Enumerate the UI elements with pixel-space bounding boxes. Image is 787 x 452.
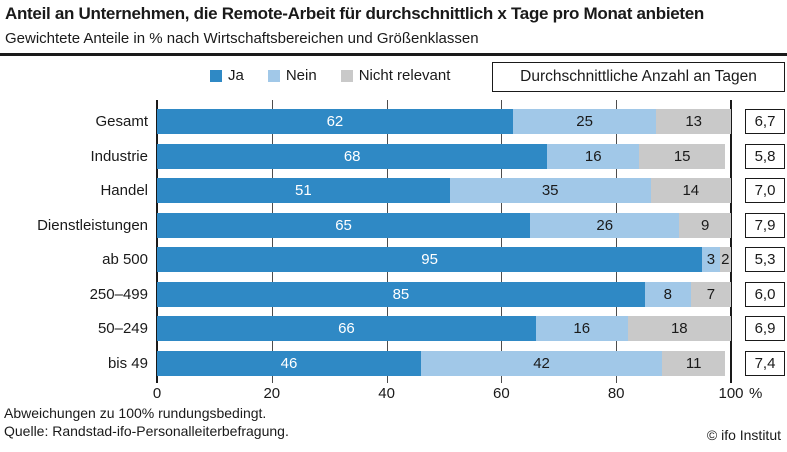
bar-row-gesamt: 62 25 13 — [157, 109, 731, 134]
gridline-100 — [730, 100, 732, 383]
legend: Ja Nein Nicht relevant — [210, 67, 450, 84]
gridline-60 — [501, 100, 503, 383]
bar-segment-nicht-relevant: 7 — [690, 281, 731, 307]
avg-days-box: 6,7 — [745, 109, 785, 134]
gridline-40 — [386, 100, 388, 383]
category-label: bis 49 — [107, 354, 148, 372]
avg-days-box: 7,9 — [745, 212, 785, 238]
legend-label: Ja — [228, 67, 244, 84]
bar-row-ab-500: 95 3 2 — [157, 247, 731, 272]
legend-label: Nein — [285, 67, 317, 84]
bar-segment-nein: 16 — [535, 316, 628, 341]
x-tick-label-100: 100 — [718, 385, 744, 402]
legend-swatch-icon — [340, 69, 353, 82]
bar-row-dienstleistungen: 65 26 9 — [157, 212, 731, 238]
plot-area: 62 25 13 68 16 15 51 35 14 65 26 9 95 3 2 85 8 7 66 16 18 46 4… — [156, 100, 732, 383]
bar-row-bis-49: 46 42 11 — [157, 350, 731, 376]
bar-segment-nein: 35 — [449, 178, 651, 203]
bar-segment-nein: 3 — [702, 247, 720, 272]
bar-segment-nicht-relevant: 9 — [679, 212, 731, 238]
bar-row-50–249: 66 16 18 — [157, 316, 731, 341]
avg-days-box: 5,3 — [745, 247, 785, 272]
bar-segment-ja: 95 — [157, 247, 703, 272]
bar-row-250–499: 85 8 7 — [157, 281, 731, 307]
category-label: Gesamt — [95, 113, 148, 130]
x-axis-unit-label: % — [749, 385, 763, 402]
category-label: 250–499 — [89, 285, 148, 303]
bar-segment-nein: 42 — [421, 350, 663, 376]
bar-segment-nicht-relevant: 11 — [662, 350, 726, 376]
avg-days-header-label: Durchschnittliche Anzahl an Tagen — [520, 68, 757, 85]
x-tick-label-40: 40 — [378, 385, 395, 402]
bar-row-industrie: 68 16 15 — [157, 143, 731, 169]
category-label: 50–249 — [97, 320, 148, 337]
legend-swatch-icon — [210, 69, 222, 82]
x-tick-label-60: 60 — [493, 385, 510, 402]
gridline-80 — [616, 100, 618, 383]
legend-item-ja: Ja — [210, 67, 244, 84]
avg-days-header-box: Durchschnittliche Anzahl an Tagen — [492, 62, 785, 92]
page-subtitle: Gewichtete Anteile in % nach Wirtschafts… — [5, 30, 479, 47]
avg-days-box: 7,0 — [745, 178, 785, 203]
bar-segment-ja: 46 — [157, 350, 422, 376]
avg-days-box: 5,8 — [745, 143, 785, 169]
bar-segment-ja: 66 — [157, 316, 536, 341]
bar-segment-nein: 8 — [644, 281, 691, 307]
bar-segment-ja: 65 — [157, 212, 531, 238]
category-label: Dienstleistungen — [37, 216, 148, 234]
legend-item-nicht-relevant: Nicht relevant — [340, 67, 451, 84]
bar-row-handel: 51 35 14 — [157, 178, 731, 203]
bar-segment-nicht-relevant: 13 — [656, 109, 731, 134]
bar-segment-nicht-relevant: 2 — [719, 247, 731, 272]
bar-segment-nicht-relevant: 15 — [639, 143, 726, 169]
bar-segment-ja: 62 — [157, 109, 513, 134]
source-note: Quelle: Randstad-ifo-Personalleiterbefra… — [4, 423, 289, 439]
copyright-note: © ifo Institut — [706, 427, 781, 443]
bar-segment-ja: 68 — [157, 143, 548, 169]
avg-days-box: 6,0 — [745, 281, 785, 307]
category-label: ab 500 — [102, 251, 148, 268]
bar-segment-nein: 26 — [530, 212, 680, 238]
bar-segment-nein: 25 — [512, 109, 657, 134]
bar-segment-nein: 16 — [547, 143, 640, 169]
x-tick-label-20: 20 — [263, 385, 281, 402]
avg-days-box: 6,9 — [745, 316, 785, 341]
legend-item-nein: Nein — [267, 67, 317, 84]
bar-segment-ja: 51 — [157, 178, 450, 203]
legend-label: Nicht relevant — [358, 67, 451, 84]
x-tick-label-80: 80 — [607, 385, 625, 402]
header-divider — [0, 53, 787, 56]
avg-days-box: 7,4 — [745, 350, 785, 376]
gridline-0 — [156, 100, 158, 383]
gridline-20 — [271, 100, 273, 383]
legend-swatch-icon — [267, 69, 280, 82]
bar-segment-nicht-relevant: 18 — [627, 316, 731, 341]
category-label: Industrie — [90, 147, 148, 165]
bar-segment-nicht-relevant: 14 — [650, 178, 731, 203]
page-title: Anteil an Unternehmen, die Remote-Arbeit… — [5, 4, 704, 23]
category-label: Handel — [100, 182, 148, 199]
bar-segment-ja: 85 — [157, 281, 645, 307]
x-tick-label-0: 0 — [152, 385, 162, 402]
footnote: Abweichungen zu 100% rundungsbedingt. — [4, 405, 267, 421]
